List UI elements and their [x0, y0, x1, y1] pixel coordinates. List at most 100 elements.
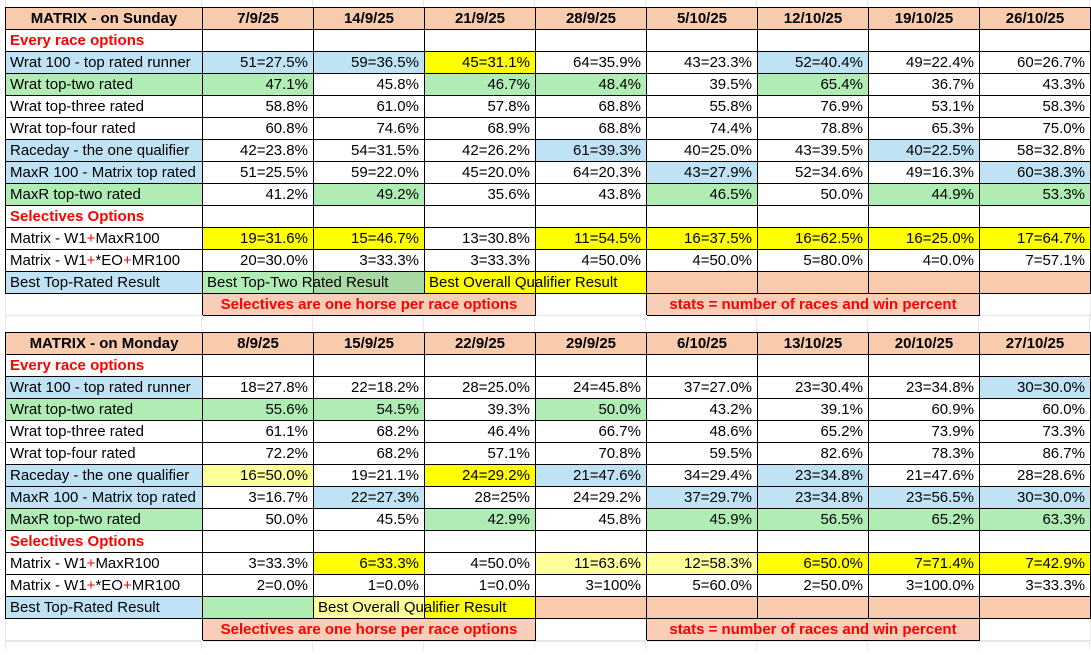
row-label[interactable]: MaxR 100 - Matrix top rated	[5, 486, 203, 509]
stat-cell[interactable]: 57.1%	[424, 442, 536, 465]
row-label[interactable]: Wrat 100 - top rated runner	[5, 376, 203, 399]
stat-cell[interactable]: 42=26.2%	[424, 139, 536, 162]
stat-cell[interactable]	[979, 29, 1091, 52]
stat-cell[interactable]: 68.9%	[424, 117, 536, 140]
stat-cell[interactable]: 58.3%	[979, 95, 1091, 118]
stat-cell[interactable]: 82.6%	[757, 442, 869, 465]
stat-cell[interactable]: 55.8%	[646, 95, 758, 118]
stat-cell[interactable]	[313, 205, 425, 228]
result-cell[interactable]: Best Overall Qualifier Result	[424, 271, 617, 294]
stat-cell[interactable]: 64=35.9%	[535, 51, 647, 74]
row-label[interactable]: Matrix - W1+*EO+MR100	[5, 574, 203, 597]
stat-cell[interactable]: 3=33.3%	[424, 249, 536, 272]
stat-cell[interactable]: 36.7%	[868, 73, 980, 96]
stat-cell[interactable]: 16=25.0%	[868, 227, 980, 250]
stat-cell[interactable]: 6=33.3%	[313, 552, 425, 575]
stat-cell[interactable]: 86.7%	[979, 442, 1091, 465]
stat-cell[interactable]	[646, 530, 758, 553]
stat-cell[interactable]: 53.3%	[979, 183, 1091, 206]
stat-cell[interactable]	[202, 354, 314, 377]
date-header[interactable]: 14/9/25	[313, 7, 425, 30]
stat-cell[interactable]: 73.9%	[868, 420, 980, 443]
stat-cell[interactable]: 2=0.0%	[202, 574, 314, 597]
stat-cell[interactable]	[646, 29, 758, 52]
stat-cell[interactable]: 51=25.5%	[202, 161, 314, 184]
row-label[interactable]: MaxR 100 - Matrix top rated	[5, 161, 203, 184]
stat-cell[interactable]: 18=27.8%	[202, 376, 314, 399]
stat-cell[interactable]: 65.2%	[868, 508, 980, 531]
stat-cell[interactable]: 16=50.0%	[202, 464, 314, 487]
stat-cell[interactable]: 52=40.4%	[757, 51, 869, 74]
stat-cell[interactable]: 72.2%	[202, 442, 314, 465]
date-header[interactable]: 12/10/25	[757, 7, 869, 30]
banner-stats-note[interactable]: stats = number of races and win percent	[646, 293, 980, 316]
stat-cell[interactable]: 23=30.4%	[757, 376, 869, 399]
stat-cell[interactable]: 60.0%	[979, 398, 1091, 421]
stat-cell[interactable]	[535, 29, 647, 52]
stat-cell[interactable]: 54.5%	[313, 398, 425, 421]
row-label[interactable]: Wrat top-three rated	[5, 95, 203, 118]
stat-cell[interactable]: 3=33.3%	[202, 552, 314, 575]
stat-cell[interactable]	[202, 29, 314, 52]
stat-cell[interactable]: 47.1%	[202, 73, 314, 96]
stat-cell[interactable]: 61=39.3%	[535, 139, 647, 162]
result-cell[interactable]	[868, 271, 980, 294]
stat-cell[interactable]: 35.6%	[424, 183, 536, 206]
stat-cell[interactable]: 50.0%	[202, 508, 314, 531]
stat-cell[interactable]: 45=31.1%	[424, 51, 536, 74]
result-cell[interactable]	[979, 596, 1091, 619]
stat-cell[interactable]: 48.4%	[535, 73, 647, 96]
result-cell[interactable]: Best Overall Qualifier Result	[313, 596, 506, 619]
table-title[interactable]: MATRIX - on Sunday	[5, 7, 203, 30]
stat-cell[interactable]	[646, 354, 758, 377]
stat-cell[interactable]: 68.8%	[535, 95, 647, 118]
stat-cell[interactable]: 34=29.4%	[646, 464, 758, 487]
stat-cell[interactable]: 37=27.0%	[646, 376, 758, 399]
stat-cell[interactable]: 39.3%	[424, 398, 536, 421]
row-label[interactable]: Wrat 100 - top rated runner	[5, 51, 203, 74]
stat-cell[interactable]: 24=45.8%	[535, 376, 647, 399]
banner-stats-note[interactable]: stats = number of races and win percent	[646, 618, 980, 641]
row-label[interactable]: Wrat top-two rated	[5, 398, 203, 421]
stat-cell[interactable]: 59=22.0%	[313, 161, 425, 184]
stat-cell[interactable]: 59.5%	[646, 442, 758, 465]
stat-cell[interactable]: 60=38.3%	[979, 161, 1091, 184]
stat-cell[interactable]: 11=54.5%	[535, 227, 647, 250]
table-title[interactable]: MATRIX - on Monday	[5, 332, 203, 355]
stat-cell[interactable]	[868, 530, 980, 553]
stat-cell[interactable]	[979, 205, 1091, 228]
stat-cell[interactable]	[313, 29, 425, 52]
result-cell[interactable]	[424, 596, 536, 619]
stat-cell[interactable]	[535, 354, 647, 377]
result-cell[interactable]	[202, 596, 314, 619]
stat-cell[interactable]: 63.3%	[979, 508, 1091, 531]
date-header[interactable]: 21/9/25	[424, 7, 536, 30]
stat-cell[interactable]: 16=37.5%	[646, 227, 758, 250]
stat-cell[interactable]: 74.4%	[646, 117, 758, 140]
date-header[interactable]: 15/9/25	[313, 332, 425, 355]
stat-cell[interactable]: 1=0.0%	[313, 574, 425, 597]
stat-cell[interactable]: 50.0%	[535, 398, 647, 421]
date-header[interactable]: 20/10/25	[868, 332, 980, 355]
stat-cell[interactable]: 21=47.6%	[535, 464, 647, 487]
section-label[interactable]: Selectives Options	[5, 205, 203, 228]
row-label[interactable]: Wrat top-two rated	[5, 73, 203, 96]
stat-cell[interactable]: 65.4%	[757, 73, 869, 96]
stat-cell[interactable]: 23=34.8%	[757, 486, 869, 509]
stat-cell[interactable]: 46.4%	[424, 420, 536, 443]
stat-cell[interactable]: 30=30.0%	[979, 486, 1091, 509]
date-header[interactable]: 5/10/25	[646, 7, 758, 30]
stat-cell[interactable]: 75.0%	[979, 117, 1091, 140]
row-label[interactable]: Raceday - the one qualifier	[5, 464, 203, 487]
stat-cell[interactable]: 4=50.0%	[646, 249, 758, 272]
row-label[interactable]: Matrix - W1+*EO+MR100	[5, 249, 203, 272]
stat-cell[interactable]	[868, 29, 980, 52]
stat-cell[interactable]: 45.8%	[535, 508, 647, 531]
stat-cell[interactable]: 43.2%	[646, 398, 758, 421]
row-label[interactable]: Wrat top-four rated	[5, 442, 203, 465]
stat-cell[interactable]	[313, 530, 425, 553]
row-label[interactable]: MaxR top-two rated	[5, 508, 203, 531]
date-header[interactable]: 22/9/25	[424, 332, 536, 355]
stat-cell[interactable]: 28=28.6%	[979, 464, 1091, 487]
result-cell[interactable]	[646, 271, 758, 294]
